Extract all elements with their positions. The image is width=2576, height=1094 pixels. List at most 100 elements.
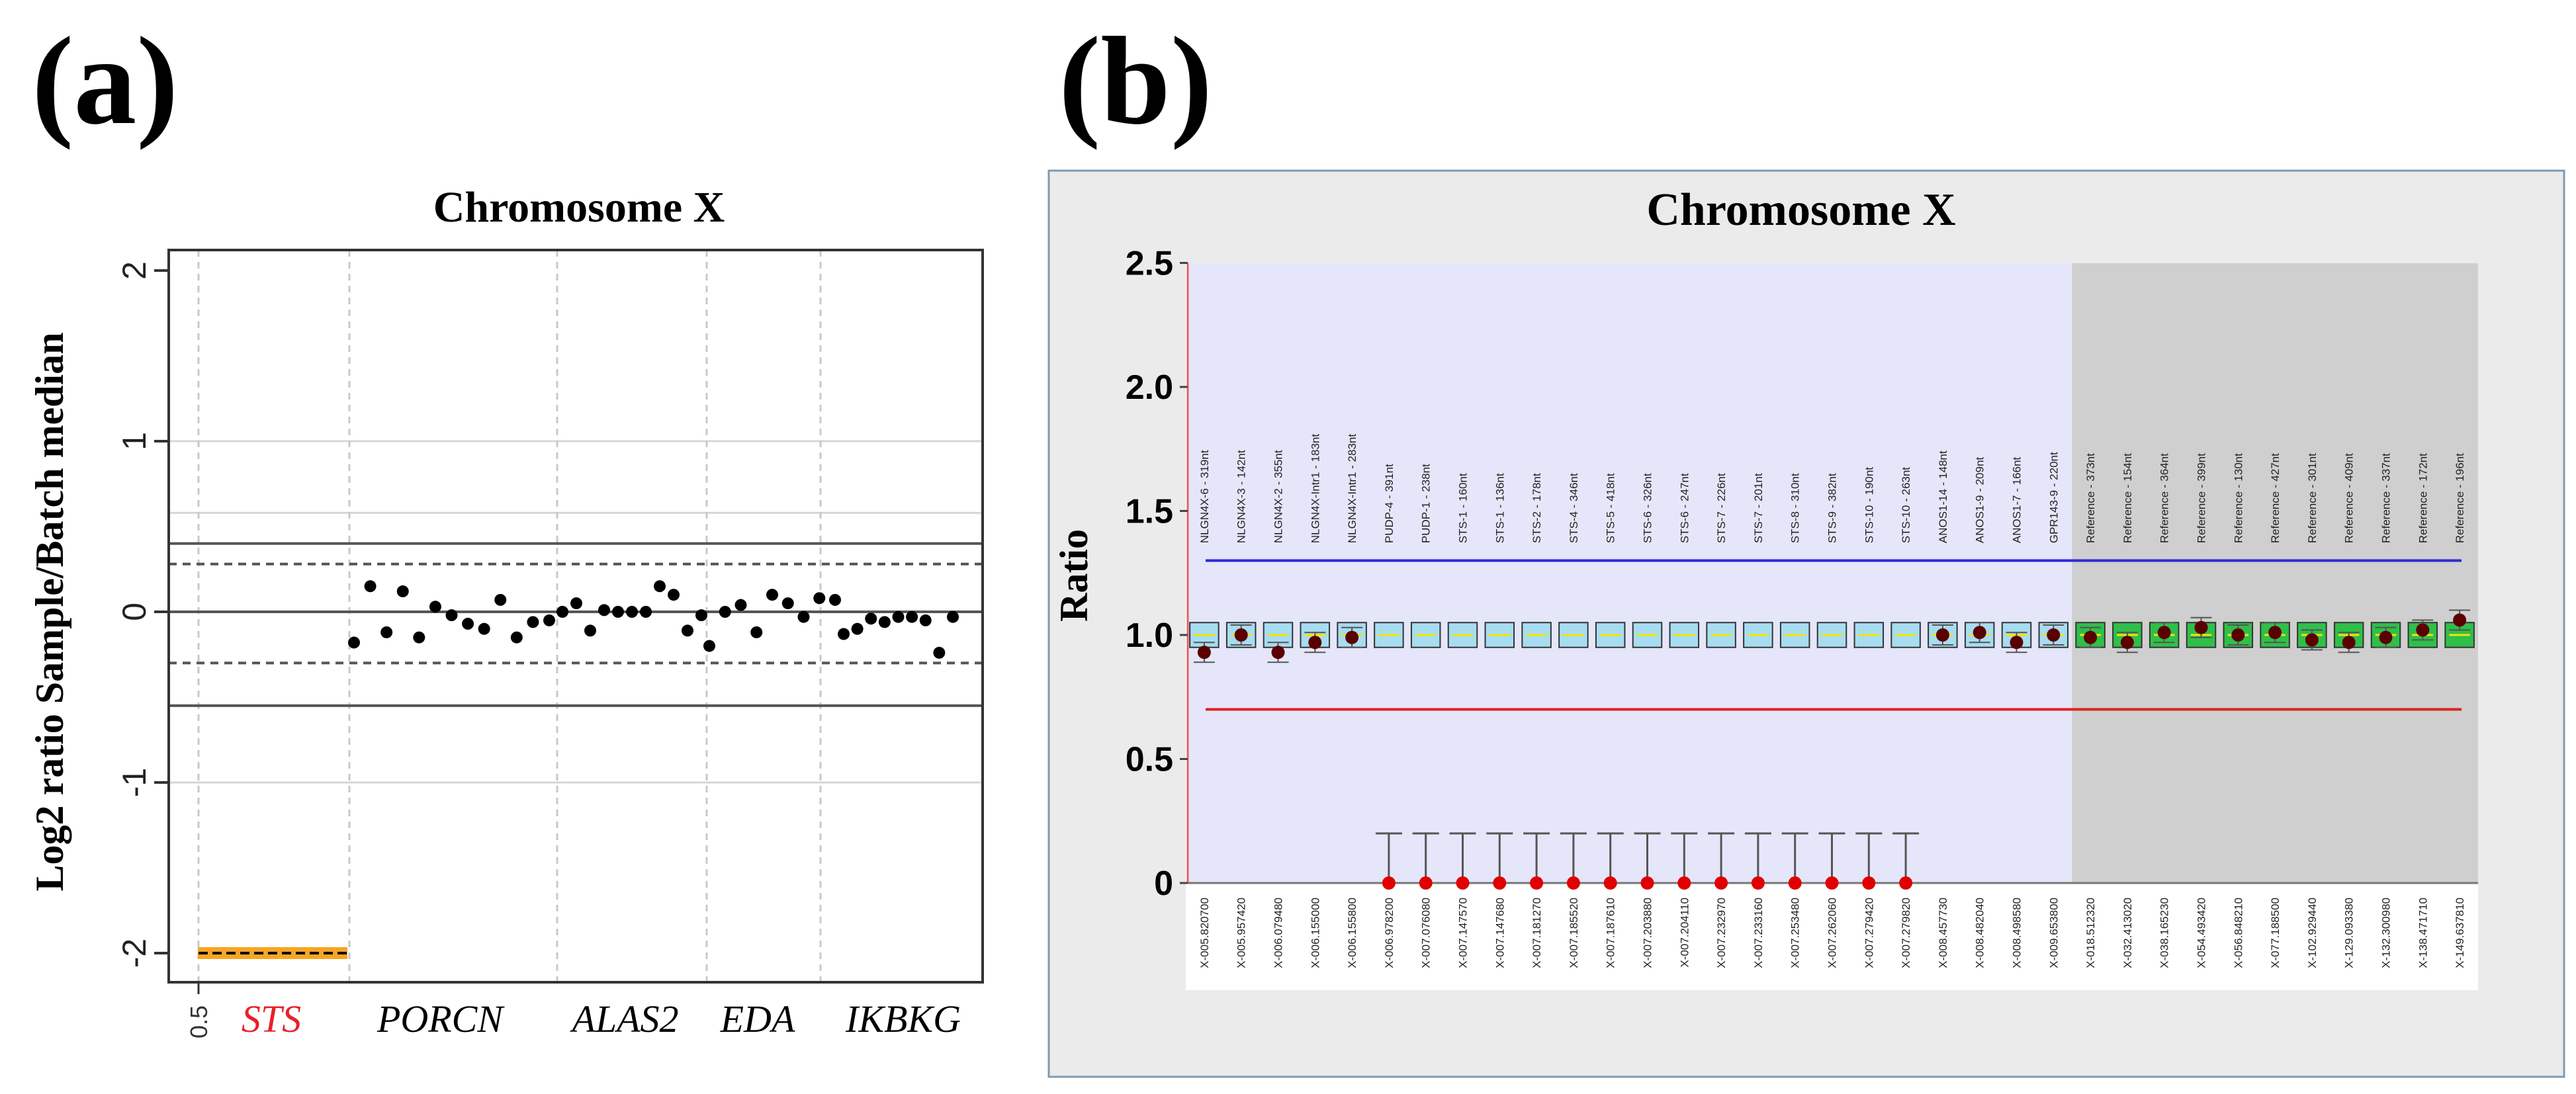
panel-b-sample-point [2342,636,2356,650]
panel-a-data-point [865,612,877,625]
panel-b-sample-point [2194,620,2208,634]
panel-b-sample-point [1825,876,1839,890]
panel-b-position-label: X-005.820700 [1198,898,1211,968]
panel-b-sample-point [1935,628,1949,642]
panel-a-data-point [813,592,826,605]
panel-b-probe-label: Reference - 409nt [2343,453,2356,543]
panel-b-probe-label: STS-10 - 263nt [1900,467,1912,544]
panel-a-data-point [527,616,539,628]
panel-b-position-label: X-138.471710 [2417,898,2429,968]
panel-b-test-region [1188,263,2072,883]
panel-a-plot-area: -2 -1 0 1 2 0.5 STS PORCN ALAS2 EDA IKBKG [116,249,984,1040]
panel-a-data-point [703,640,715,652]
panel-a-chart: Chromosome X Log2 ratio Sample/Batch med… [28,183,984,1040]
panel-b-probe-label: STS-9 - 382nt [1826,473,1839,543]
panel-b-sample-point [1234,628,1248,642]
panel-b-probe-label: Reference - 196nt [2454,453,2466,543]
panel-a-data-point [829,593,841,606]
panel-b-y-axis-label: Ratio [1052,529,1096,622]
panel-b-position-label: X-007.187610 [1605,898,1617,968]
panel-b-position-label: X-006.978200 [1383,898,1396,968]
panel-a-data-point [851,622,864,635]
panel-b-probe-label: STS-10 - 190nt [1863,467,1875,544]
panel-b-position-label: X-129.093380 [2343,898,2356,968]
panel-a-data-point [380,626,393,638]
panel-a-data-point [695,609,707,622]
panel-b-sample-point [1714,876,1728,890]
panel-a-plot-bg [169,250,983,982]
panel-b-probe-label: Reference - 130nt [2232,453,2244,543]
panel-b-sample-point [1456,876,1470,890]
panel-b-probe-label: Reference - 172nt [2417,453,2429,543]
panel-b-position-label: X-007.253480 [1789,898,1802,968]
panel-b-probe-label: Reference - 373nt [2084,453,2097,543]
panel-a-gene-label: STS [242,997,301,1040]
panel-b-position-label: X-077.188500 [2269,898,2282,968]
panel-b-sample-point [1345,630,1359,644]
panel-b-probe-label: STS-2 - 178nt [1531,473,1543,543]
panel-a-data-point [668,589,680,601]
panel-b-position-label: X-008.457730 [1937,898,1949,968]
panel-a-data-point [570,597,582,610]
panel-a-data-point [543,614,555,626]
panel-b-sample-point [2084,630,2098,644]
panel-b-sample-point [2120,636,2134,650]
panel-b-y-tick-label: 1.0 [1126,616,1173,655]
panel-b-position-label: X-007.279820 [1900,898,1912,968]
panel-b-sample-point [2268,626,2282,640]
panel-b-probe-label: Reference - 301nt [2306,453,2319,543]
panel-a-data-point [612,606,624,618]
panel-a-gene-label: ALAS2 [569,997,678,1040]
panel-b-position-label: X-005.957420 [1235,898,1248,968]
panel-a-data-point [584,624,596,637]
panel-b-probe-label: NLGN4X-Intr1 - 283nt [1346,434,1358,544]
panel-a-data-point [364,580,377,593]
panel-b-sample-point [1677,876,1691,890]
panel-b-probe-label: STS-6 - 247nt [1678,473,1691,543]
panel-a-data-point [734,599,747,611]
panel-b-sample-point [1862,876,1876,890]
panel-b-position-label: X-008.498580 [2011,898,2023,968]
panel-b-position-label: X-032.413020 [2121,898,2134,968]
panel-b-probe-label: Reference - 364nt [2158,453,2171,543]
panel-b-probe-label: Reference - 337nt [2380,453,2393,543]
panel-b-probe-label: STS-7 - 201nt [1752,473,1765,543]
panel-b-y-tick-label: 2.5 [1126,245,1173,283]
panel-b-position-label: X-006.155000 [1309,898,1321,968]
panel-a-data-point [919,614,932,626]
panel-b-position-label: X-006.155800 [1346,898,1358,968]
panel-b-position-label: X-018.512320 [2084,898,2097,968]
panel-b-sample-point [1899,876,1913,890]
panel-b-probe-label: Reference - 154nt [2121,453,2134,543]
panel-a-data-point [640,606,652,618]
panel-b-probe-label: STS-1 - 136nt [1493,473,1506,543]
panel-b-sample-point [1271,646,1285,659]
panel-a-x-tick-label: 0.5 [185,1005,212,1038]
panel-a-data-point [626,606,638,618]
panel-b-position-label: X-007.147680 [1493,898,1506,968]
panel-a-y-tick-label: -1 [116,768,153,797]
panel-a-data-point [878,616,891,628]
panel-b-position-label: X-007.204110 [1678,898,1691,968]
panel-a-data-point [462,618,474,630]
panel-a-data-point [429,601,441,613]
panel-b-sample-point [1751,876,1765,890]
panel-a-data-point [413,631,425,644]
panel-b-position-label: X-007.181270 [1531,898,1543,968]
panel-b-sample-point [2010,636,2023,650]
panel-b-title: Chromosome X [1646,185,1955,235]
panel-b-probe-label: NLGN4X-3 - 142nt [1235,450,1248,543]
panel-a-data-point [348,636,360,649]
panel-b-chart: Chromosome X Ratio 0 0.5 1.0 1.5 2.0 2.5 NLGN4… [1047,169,2565,1078]
panel-a-data-point [396,585,409,598]
panel-a-data-point [766,589,778,601]
panel-b-sample-point [2047,628,2061,642]
panel-b-label: (b) [1059,12,1213,151]
panel-a-data-point [933,646,946,659]
panel-a-data-point [781,597,794,610]
panel-b-probe-label: STS-6 - 326nt [1642,473,1654,543]
panel-a-data-point [838,628,850,640]
panel-a-data-point [494,593,507,606]
panel-b-probe-label: ANOS1-14 - 148nt [1937,450,1949,543]
panel-b-sample-point [1382,876,1396,890]
